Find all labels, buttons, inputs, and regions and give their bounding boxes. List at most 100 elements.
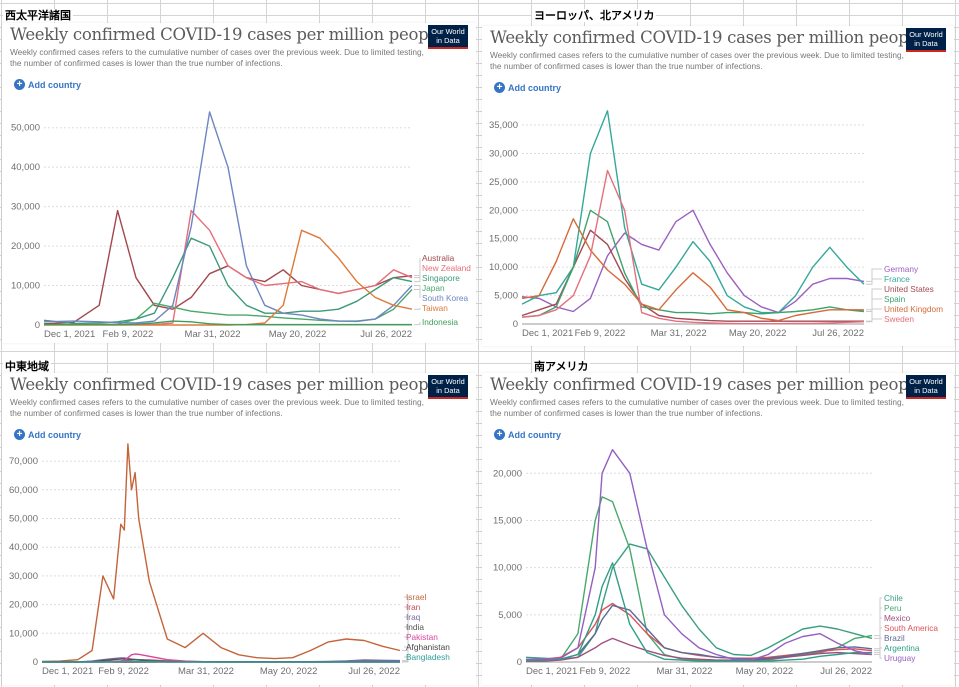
line-chart: 0 5,000 10,000 15,000 20,000 Dec 1, 2021 Feb 9… [493, 448, 938, 677]
x-tick-label: Jul 26, 2022 [820, 666, 872, 677]
line-chart: 0 10,000 20,000 30,000 40,000 50,000 Dec 1, 20… [11, 111, 471, 340]
legend-label[interactable]: South America [884, 623, 938, 633]
legend-label[interactable]: United Kingdom [884, 304, 943, 314]
legend-label[interactable]: United States [884, 284, 934, 294]
legend-label[interactable]: Argentina [884, 643, 920, 653]
series-line-taiwan[interactable] [44, 229, 413, 326]
y-tick-label: 10,000 [11, 281, 40, 292]
add-country-button[interactable]: + Add country [14, 429, 81, 440]
chart-panel-western-pacific: Weekly confirmed COVID-19 cases per mill… [2, 23, 476, 343]
add-country-label: Add country [28, 79, 81, 90]
series-line-spain[interactable] [521, 209, 865, 318]
legend-connector [874, 637, 882, 650]
legend-label[interactable]: South Korea [422, 293, 469, 303]
legend-label[interactable]: Indonesia [422, 317, 458, 327]
legend-connector [414, 278, 421, 283]
legend-connector [866, 268, 882, 282]
x-tick-label: Mar 31, 2022 [185, 329, 241, 340]
x-tick-label: Jul 26, 2022 [348, 666, 400, 677]
chart-panel-south-america: Weekly confirmed COVID-19 cases per mill… [482, 373, 954, 685]
series-line-peru[interactable] [525, 496, 873, 662]
y-tick-label: 40,000 [11, 162, 40, 173]
x-tick-label: Dec 1, 2021 [526, 666, 577, 677]
series-line-brazil[interactable] [526, 604, 873, 661]
legend-label[interactable]: France [884, 274, 910, 284]
x-tick-label: Dec 1, 2021 [522, 328, 573, 339]
x-tick-label: Jul 26, 2022 [360, 329, 412, 340]
x-tick-label: May 20, 2022 [736, 666, 794, 677]
series-line-united-kingdom[interactable] [521, 218, 864, 322]
legend-label[interactable]: Sweden [884, 314, 914, 324]
add-country-button[interactable]: + Add country [494, 82, 561, 93]
chart-subtitle: Weekly confirmed cases refers to the cum… [490, 50, 904, 71]
logo-line-1: Our World [431, 27, 465, 36]
plus-circle-icon: + [14, 429, 25, 440]
legend-label[interactable]: Singapore [422, 273, 460, 283]
legend-connector [874, 647, 882, 654]
legend-label[interactable]: Mexico [884, 613, 911, 623]
series-line-sweden[interactable] [521, 169, 865, 325]
series-line-united-states[interactable] [521, 229, 864, 322]
y-tick-label: 70,000 [9, 456, 38, 467]
legend-connector [414, 308, 421, 310]
legend-label[interactable]: Bangladesh [406, 652, 450, 662]
series-line-germany[interactable] [521, 209, 865, 314]
logo-line-2: in Data [436, 36, 460, 45]
y-tick-label: 30,000 [11, 202, 40, 213]
x-tick-label: Feb 9, 2022 [103, 329, 154, 340]
plus-circle-icon: + [14, 79, 25, 90]
legend-label[interactable]: Iran [406, 602, 421, 612]
y-tick-label: 50,000 [11, 123, 40, 134]
y-tick-label: 40,000 [9, 542, 38, 553]
x-tick-label: Mar 31, 2022 [651, 328, 707, 339]
legend-connector [414, 258, 421, 277]
legend-label[interactable]: Japan [422, 283, 445, 293]
legend-connector [874, 627, 882, 652]
y-tick-label: 35,000 [489, 120, 518, 131]
add-country-button[interactable]: + Add country [494, 429, 561, 440]
y-tick-label: 25,000 [489, 177, 518, 188]
legend-label[interactable]: Iraq [406, 612, 421, 622]
legend-label[interactable]: India [406, 622, 424, 632]
logo-line-1: Our World [909, 30, 943, 39]
series-line-israel[interactable] [41, 443, 401, 663]
legend-label[interactable]: Australia [422, 253, 455, 263]
y-tick-label: 10,000 [9, 628, 38, 639]
y-tick-label: 60,000 [9, 485, 38, 496]
legend-connector [414, 285, 421, 298]
legend-label[interactable]: Chile [884, 593, 903, 603]
legend-connector [874, 653, 882, 659]
legend-label[interactable]: New Zealand [422, 263, 471, 273]
legend-label[interactable]: Uruguay [884, 653, 916, 663]
series-line-south-korea[interactable] [43, 111, 413, 324]
y-tick-label: 10,000 [489, 262, 518, 273]
series-line-chile[interactable] [525, 543, 873, 660]
plus-circle-icon: + [494, 82, 505, 93]
legend-label[interactable]: Afghanistan [406, 642, 450, 652]
chart-subtitle: Weekly confirmed cases refers to the cum… [10, 47, 424, 68]
series-line-mexico[interactable] [526, 637, 873, 662]
legend-label[interactable]: Israel [406, 592, 426, 602]
logo-line-2: in Data [914, 386, 938, 395]
legend-label[interactable]: Peru [884, 603, 902, 613]
chart-title: Weekly confirmed COVID-19 cases per mill… [490, 28, 923, 47]
chart-panel-europe-north-america: Weekly confirmed COVID-19 cases per mill… [482, 26, 954, 346]
series-line-bangladesh[interactable] [42, 660, 400, 663]
series-line-indonesia[interactable] [44, 320, 412, 326]
series-line-australia[interactable] [43, 209, 413, 325]
series-line-argentina[interactable] [526, 562, 872, 662]
y-tick-label: 5,000 [498, 610, 522, 621]
series-line-singapore[interactable] [43, 237, 413, 325]
chart-subtitle: Weekly confirmed cases refers to the cum… [10, 397, 424, 418]
legend-label[interactable]: Spain [884, 294, 906, 304]
legend-label[interactable]: Taiwan [422, 303, 448, 313]
legend-label[interactable]: Germany [884, 264, 919, 274]
series-line-uruguay[interactable] [526, 448, 873, 661]
legend-label[interactable]: Brazil [884, 633, 905, 643]
add-country-button[interactable]: + Add country [14, 79, 81, 90]
legend-connector [874, 607, 882, 637]
y-tick-label: 0 [517, 657, 522, 668]
legend-label[interactable]: Pakistan [406, 632, 438, 642]
series-line-japan[interactable] [44, 289, 413, 326]
series-line-new-zealand[interactable] [44, 209, 413, 326]
